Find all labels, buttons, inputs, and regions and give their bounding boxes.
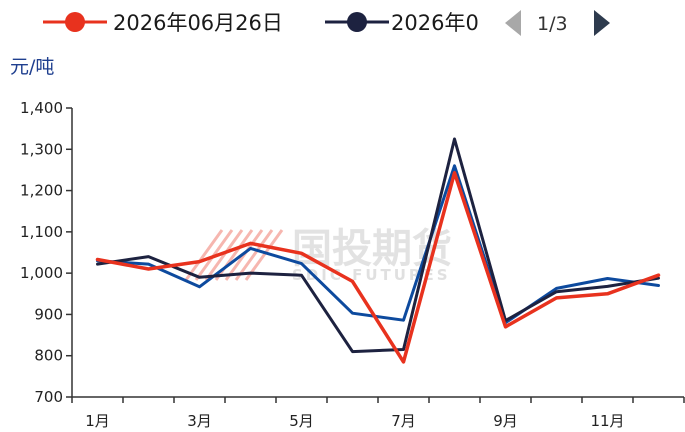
legend: 2026年06月26日 2026年0 1/3 — [43, 4, 610, 38]
y-tick-label: 1,100 — [20, 223, 63, 241]
y-axis-unit-label: 元/吨 — [10, 56, 54, 78]
x-tick-label: 3月 — [187, 412, 212, 430]
legend-item-2[interactable]: 2026年0 — [325, 4, 493, 38]
y-tick-label: 1,000 — [20, 264, 63, 282]
x-tick-label: 1月 — [85, 412, 110, 430]
y-axis-ticks: 700 800 900 1,000 1,100 1,200 1,300 1,400 — [20, 99, 72, 406]
series-line-3 — [96, 164, 660, 325]
series-line-1 — [95, 171, 661, 364]
y-tick-label: 700 — [34, 388, 63, 406]
y-tick-label: 1,300 — [20, 140, 63, 158]
y-tick-label: 1,400 — [20, 99, 63, 117]
series-line-2 — [96, 137, 660, 354]
legend-page-indicator: 1/3 — [537, 13, 568, 35]
x-tick-label: 11月 — [590, 412, 624, 430]
legend-pager: 1/3 — [505, 10, 610, 36]
x-tick-label: 9月 — [493, 412, 518, 430]
legend-label-1: 2026年06月26日 — [113, 11, 283, 35]
triangle-right-icon[interactable] — [594, 10, 610, 36]
legend-marker-red-icon — [65, 12, 85, 32]
x-tick-label: 7月 — [391, 412, 416, 430]
y-tick-label: 1,200 — [20, 182, 63, 200]
x-tick-label: 5月 — [289, 412, 314, 430]
y-tick-label: 900 — [34, 305, 63, 323]
series-layer — [95, 137, 661, 364]
legend-label-2: 2026年0 — [391, 11, 479, 35]
legend-marker-navy-icon — [347, 12, 367, 32]
legend-item-1[interactable]: 2026年06月26日 — [43, 11, 283, 35]
x-axis-ticks: 1月 3月 5月 7月 9月 11月 — [71, 397, 685, 430]
triangle-left-icon[interactable] — [505, 10, 521, 36]
y-tick-label: 800 — [34, 347, 63, 365]
